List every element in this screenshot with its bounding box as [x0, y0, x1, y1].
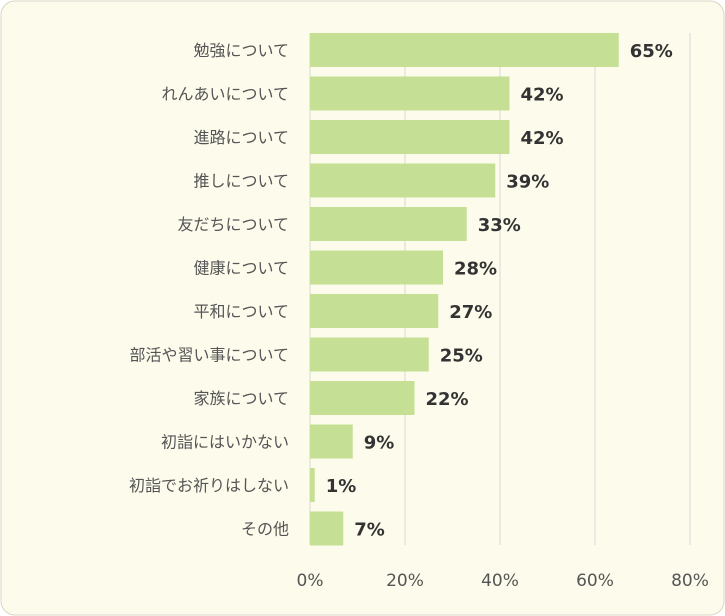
- category-label: 友だちについて: [177, 215, 289, 234]
- bar: [310, 250, 443, 285]
- bar: [310, 511, 344, 546]
- x-tick-label: 60%: [576, 571, 614, 591]
- bar: [310, 33, 619, 67]
- x-axis-tick-labels: 0% 20% 40% 60% 80%: [297, 571, 709, 591]
- data-label: 33%: [478, 215, 521, 236]
- category-label: 推しについて: [193, 172, 289, 191]
- data-label: 65%: [630, 41, 673, 62]
- category-label: 初詣にはいかない: [161, 433, 289, 452]
- bar: [310, 120, 510, 154]
- bar: [310, 424, 353, 459]
- bar: [310, 76, 510, 111]
- data-label: 7%: [354, 520, 385, 541]
- data-label: 25%: [440, 346, 483, 367]
- category-labels: 勉強についてれんあいについて進路について推しについて友だちについて健康について平…: [129, 41, 289, 539]
- bar: [310, 294, 439, 328]
- gridlines: [309, 33, 691, 545]
- x-tick-label: 40%: [481, 571, 519, 591]
- category-label: 初詣でお祈りはしない: [129, 476, 289, 495]
- category-label: その他: [241, 520, 289, 539]
- data-label: 1%: [326, 476, 357, 497]
- category-label: 健康について: [193, 259, 289, 278]
- data-labels: 65% 42% 42% 39% 33% 28% 27% 25% 22% 9% 1% 7%: [326, 41, 673, 541]
- bar: [310, 163, 496, 198]
- category-label: 部活や習い事について: [129, 346, 289, 365]
- x-tick-label: 20%: [386, 571, 424, 591]
- category-label: 平和について: [193, 302, 289, 321]
- category-label: 家族について: [193, 389, 289, 408]
- category-label: 進路について: [193, 128, 289, 147]
- data-label: 42%: [521, 128, 564, 149]
- data-label: 9%: [364, 433, 395, 454]
- category-label: 勉強について: [193, 41, 289, 60]
- data-label: 39%: [506, 172, 549, 193]
- x-tick-label: 0%: [297, 571, 324, 591]
- bar: [310, 207, 467, 241]
- data-label: 28%: [454, 259, 497, 280]
- bar: [310, 337, 429, 372]
- bar: [310, 468, 315, 502]
- data-label: 22%: [426, 389, 469, 410]
- data-label: 27%: [449, 302, 492, 323]
- bar-series: [310, 33, 619, 546]
- data-label: 42%: [521, 85, 564, 106]
- x-tick-label: 80%: [671, 571, 709, 591]
- category-label: れんあいについて: [161, 85, 289, 104]
- bar: [310, 381, 415, 415]
